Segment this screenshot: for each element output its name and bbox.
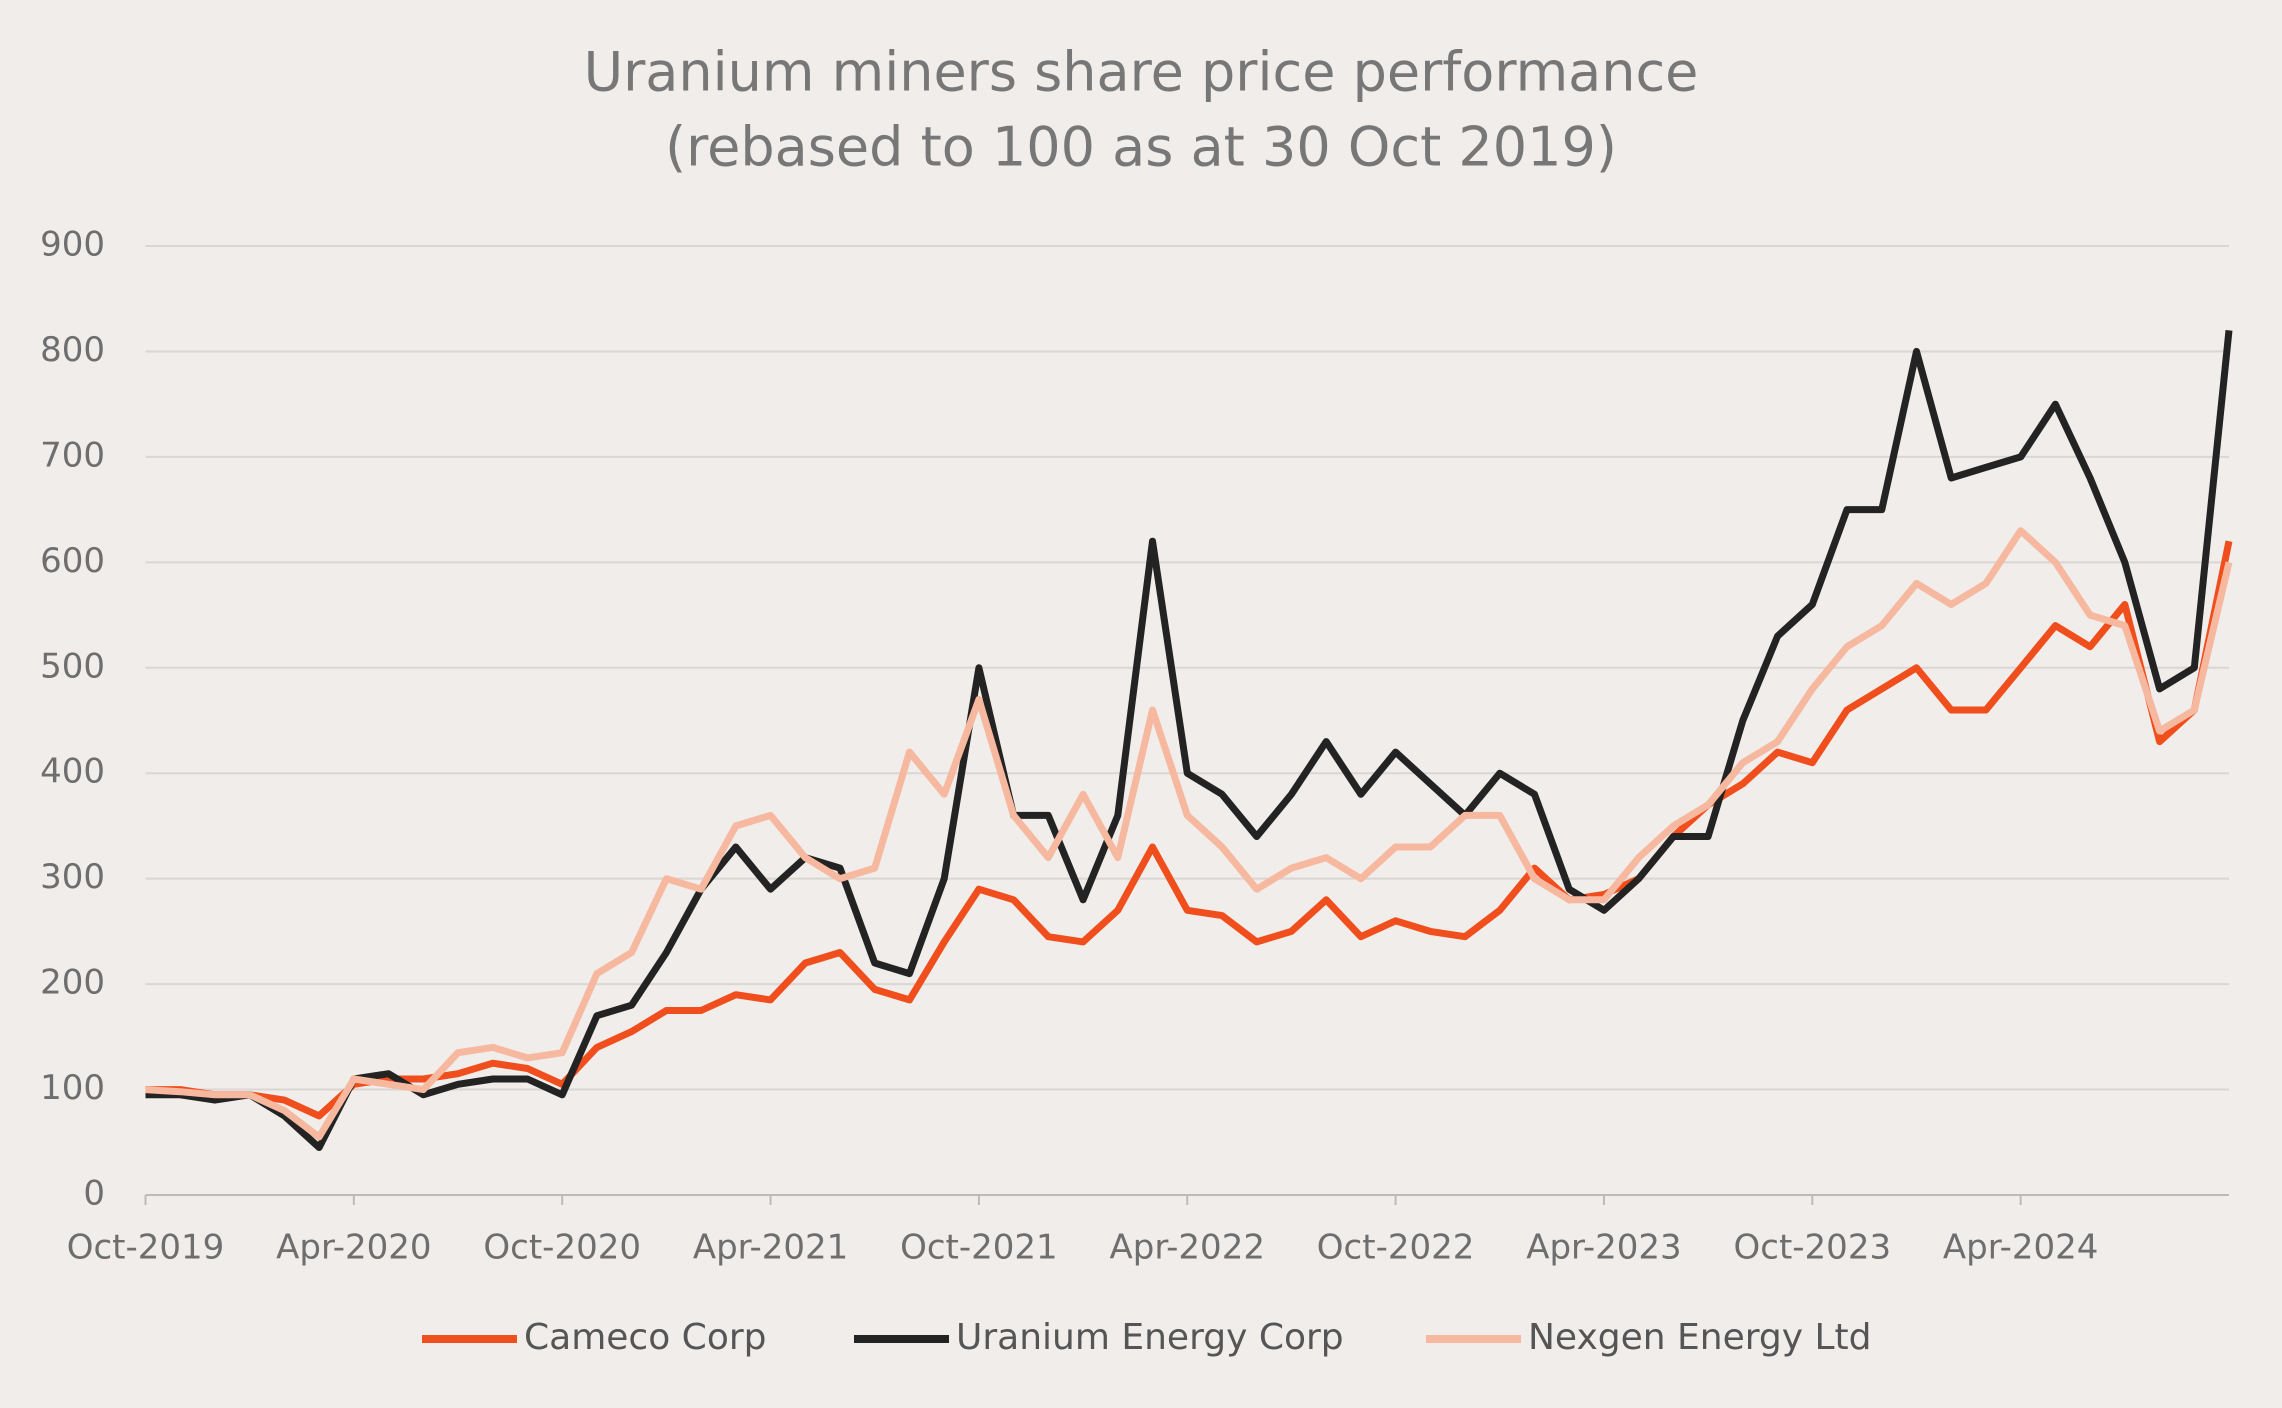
legend-label: Uranium Energy Corp: [956, 1317, 1344, 1358]
y-tick-label: 900: [40, 225, 105, 265]
x-tick-label: Oct-2023: [1734, 1228, 1892, 1268]
chart-subtitle: (rebased to 100 as at 30 Oct 2019): [665, 116, 1617, 179]
x-tick-label: Apr-2021: [693, 1228, 848, 1268]
y-tick-label: 800: [40, 330, 105, 370]
y-tick-label: 500: [40, 646, 105, 686]
series-line: [145, 527, 2233, 1141]
y-tick-label: 600: [40, 541, 105, 581]
x-tick-label: Oct-2020: [483, 1228, 641, 1268]
x-tick-label: Apr-2023: [1526, 1228, 1681, 1268]
x-tick-label: Oct-2021: [900, 1228, 1058, 1268]
y-tick-label: 400: [40, 752, 105, 792]
x-tick-label: Apr-2020: [276, 1228, 431, 1268]
series-line: [145, 540, 2233, 1120]
chart-title: Uranium miners share price performance: [584, 41, 1699, 104]
series-line: [145, 330, 2233, 1151]
y-tick-label: 200: [40, 963, 105, 1003]
legend-label: Cameco Corp: [524, 1317, 767, 1358]
y-tick-label: 100: [40, 1068, 105, 1108]
x-tick-label: Oct-2019: [67, 1228, 225, 1268]
x-tick-label: Apr-2024: [1943, 1228, 2098, 1268]
x-tick-label: Apr-2022: [1110, 1228, 1265, 1268]
y-tick-label: 0: [83, 1174, 105, 1214]
y-tick-label: 700: [40, 435, 105, 475]
y-tick-label: 300: [40, 857, 105, 897]
x-tick-label: Oct-2022: [1317, 1228, 1475, 1268]
legend-label: Nexgen Energy Ltd: [1528, 1317, 1872, 1358]
